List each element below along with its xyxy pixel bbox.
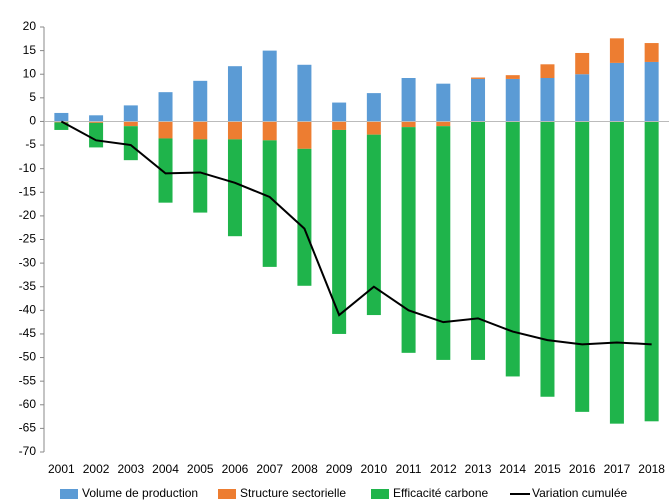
- legend-label: Efficacité carbone: [393, 486, 488, 500]
- x-tick-label: 2010: [361, 462, 388, 476]
- x-tick-label: 2015: [534, 462, 561, 476]
- bar: [123, 126, 138, 161]
- bar: [436, 121, 451, 127]
- bar: [644, 43, 659, 62]
- bar: [540, 64, 555, 78]
- x-tick-label: 2013: [465, 462, 492, 476]
- bar: [89, 122, 104, 148]
- bar: [332, 121, 347, 130]
- bar: [609, 121, 624, 424]
- bar: [471, 78, 486, 122]
- legend-label: Structure sectorielle: [240, 486, 346, 500]
- bar: [505, 75, 520, 79]
- bar: [505, 121, 520, 377]
- x-tick-label: 2008: [291, 462, 318, 476]
- x-tick-label: 2011: [396, 462, 422, 476]
- bar: [609, 38, 624, 63]
- y-tick-label: 20: [23, 19, 37, 33]
- x-tick-label: 2005: [187, 462, 214, 476]
- x-tick-label: 2017: [604, 462, 631, 476]
- y-tick-label: -50: [19, 350, 37, 364]
- bar: [227, 66, 242, 122]
- bar: [297, 148, 312, 286]
- bar: [54, 122, 69, 130]
- bar: [644, 61, 659, 122]
- bar: [366, 134, 381, 316]
- y-tick-label: -45: [19, 326, 37, 340]
- bar: [575, 74, 590, 122]
- legend-marker: [371, 489, 389, 499]
- x-tick-label: 2004: [152, 462, 179, 476]
- x-tick-label: 2001: [48, 462, 75, 476]
- bar: [262, 140, 277, 267]
- bar: [401, 78, 416, 122]
- bar: [436, 83, 451, 122]
- y-tick-label: -5: [25, 137, 36, 151]
- x-tick-label: 2016: [569, 462, 596, 476]
- bar: [89, 115, 104, 122]
- bar: [401, 121, 416, 128]
- bar: [89, 121, 104, 123]
- y-tick-label: 0: [29, 114, 36, 128]
- legend-label: Volume de production: [82, 486, 198, 500]
- x-tick-label: 2002: [83, 462, 110, 476]
- y-tick-label: -65: [19, 421, 37, 435]
- bar: [575, 52, 590, 75]
- bar: [401, 127, 416, 353]
- bar: [193, 121, 208, 140]
- y-tick-label: -70: [19, 444, 37, 458]
- bar: [332, 102, 347, 122]
- bar: [366, 121, 381, 135]
- bar: [193, 80, 208, 122]
- legend-marker: [60, 489, 78, 499]
- y-tick-label: -60: [19, 397, 37, 411]
- line: [60, 120, 652, 346]
- bar: [262, 50, 277, 122]
- y-tick-label: 15: [23, 43, 37, 57]
- bar: [332, 129, 347, 334]
- y-tick-label: -55: [19, 373, 37, 387]
- bar: [436, 126, 451, 360]
- x-tick-label: 2012: [430, 462, 457, 476]
- y-tick-label: 10: [23, 66, 37, 80]
- y-tick-label: -20: [19, 208, 37, 222]
- y-tick-label: 5: [29, 90, 36, 104]
- legend-marker: [218, 489, 236, 499]
- bar: [505, 78, 520, 122]
- bar: [158, 92, 173, 122]
- y-tick-label: -25: [19, 232, 37, 246]
- bar: [262, 121, 277, 141]
- x-tick-label: 2018: [638, 462, 665, 476]
- bar: [297, 121, 312, 149]
- bar: [540, 78, 555, 122]
- bar: [123, 121, 138, 127]
- x-tick-label: 2003: [117, 462, 144, 476]
- bar: [471, 121, 486, 360]
- legend-label: Variation cumulée: [532, 486, 627, 500]
- x-tick-label: 2009: [326, 462, 353, 476]
- bar: [366, 93, 381, 122]
- bar: [193, 139, 208, 213]
- bar: [471, 77, 486, 79]
- y-tick-label: -40: [19, 303, 37, 317]
- x-tick-label: 2014: [499, 462, 526, 476]
- bar: [123, 105, 138, 122]
- bar: [54, 112, 69, 122]
- y-tick-label: -10: [19, 161, 37, 175]
- bar: [575, 121, 590, 412]
- y-tick-label: -35: [19, 279, 37, 293]
- bar: [609, 62, 624, 122]
- y-tick-label: -15: [19, 184, 37, 198]
- bar: [644, 121, 659, 422]
- bar: [297, 64, 312, 122]
- x-tick-label: 2007: [256, 462, 283, 476]
- bar: [540, 121, 555, 397]
- bar: [227, 121, 242, 140]
- y-tick-label: -30: [19, 255, 37, 269]
- x-tick-label: 2006: [222, 462, 249, 476]
- bar: [158, 121, 173, 139]
- bar: [158, 138, 173, 203]
- bar: [227, 139, 242, 237]
